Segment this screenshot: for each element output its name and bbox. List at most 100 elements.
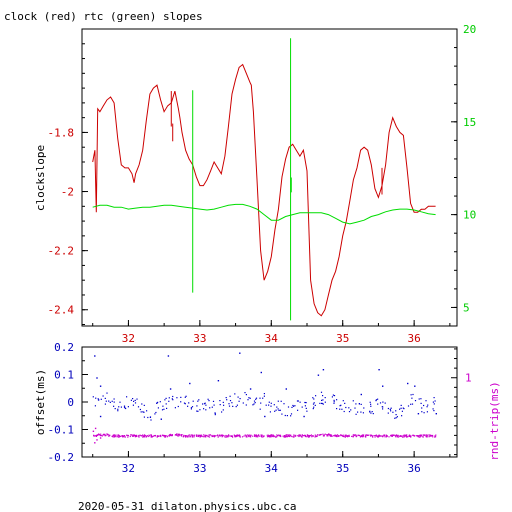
scatter-point bbox=[197, 400, 199, 402]
scatter-point bbox=[322, 403, 324, 405]
scatter-point bbox=[113, 436, 115, 438]
top-left-y-axis: -1.8 -2 -2.2 -2.4 bbox=[48, 28, 88, 326]
scatter-point bbox=[253, 400, 256, 402]
scatter-point bbox=[174, 407, 176, 409]
scatter-point bbox=[423, 412, 425, 414]
scatter-point bbox=[360, 435, 362, 437]
scatter-point bbox=[149, 416, 152, 418]
figure-title: clock (red) rtc (green) slopes bbox=[4, 10, 203, 23]
top-y-axis-label: clockslope bbox=[34, 145, 47, 211]
scatter-point bbox=[231, 435, 233, 437]
scatter-point bbox=[395, 436, 397, 438]
scatter-point bbox=[319, 434, 321, 436]
scatter-point bbox=[203, 408, 205, 410]
scatter-point bbox=[269, 435, 271, 438]
scatter-point bbox=[354, 435, 356, 437]
scatter-point bbox=[163, 408, 165, 410]
scatter-point bbox=[377, 398, 379, 400]
scatter-point bbox=[303, 435, 305, 437]
scatter-point bbox=[237, 396, 239, 398]
scatter-point bbox=[146, 435, 148, 437]
scatter-point bbox=[384, 436, 386, 438]
bottom-left-y-axis: 0.2 0.1 0 -0.1 -0.2 bbox=[48, 341, 88, 464]
scatter-point bbox=[334, 434, 336, 436]
scatter-point bbox=[136, 398, 138, 400]
scatter-outlier bbox=[99, 385, 102, 387]
scatter-point bbox=[262, 397, 264, 399]
scatter-point bbox=[142, 436, 144, 438]
scatter-point bbox=[249, 397, 251, 399]
scatter-point bbox=[270, 434, 272, 436]
scatter-point bbox=[230, 435, 232, 437]
scatter-point bbox=[236, 435, 238, 437]
scatter-point bbox=[281, 413, 283, 415]
scatter-point bbox=[149, 435, 151, 437]
scatter-point bbox=[146, 410, 148, 412]
scatter-point bbox=[217, 436, 219, 438]
scatter-point bbox=[336, 434, 338, 436]
scatter-point bbox=[232, 436, 234, 438]
scatter-point bbox=[120, 406, 122, 408]
scatter-point bbox=[383, 434, 385, 436]
scatter-point bbox=[393, 434, 395, 436]
scatter-point bbox=[115, 436, 117, 438]
scatter-point bbox=[368, 434, 370, 436]
y-tick-label: -2.2 bbox=[48, 245, 75, 258]
scatter-point bbox=[357, 411, 359, 413]
scatter-point bbox=[410, 436, 412, 438]
scatter-point bbox=[245, 394, 247, 396]
scatter-point bbox=[138, 436, 140, 438]
scatter-point bbox=[259, 408, 261, 410]
scatter-point bbox=[360, 403, 362, 405]
scatter-point bbox=[401, 435, 403, 437]
scatter-point bbox=[284, 436, 286, 438]
scatter-point bbox=[390, 410, 392, 412]
scatter-point bbox=[308, 435, 310, 437]
scatter-outlier bbox=[94, 427, 97, 430]
scatter-point bbox=[398, 436, 400, 438]
scatter-point bbox=[204, 402, 206, 404]
scatter-point bbox=[304, 401, 306, 404]
scatter-point bbox=[333, 402, 335, 404]
scatter-point bbox=[289, 435, 291, 438]
scatter-outlier bbox=[249, 388, 252, 390]
scatter-point bbox=[387, 412, 389, 414]
scatter-point bbox=[285, 435, 287, 437]
scatter-point bbox=[308, 436, 310, 438]
scatter-point bbox=[351, 435, 353, 437]
scatter-point bbox=[164, 399, 166, 401]
scatter-point bbox=[391, 434, 393, 436]
scatter-point bbox=[260, 434, 262, 436]
scatter-point bbox=[296, 400, 299, 402]
scatter-point bbox=[202, 436, 204, 438]
scatter-outlier bbox=[94, 442, 96, 444]
scatter-point bbox=[164, 436, 166, 438]
scatter-outlier bbox=[217, 380, 220, 382]
scatter-point bbox=[326, 435, 328, 437]
scatter-point bbox=[337, 434, 339, 437]
scatter-outlier bbox=[322, 369, 325, 371]
scatter-outlier bbox=[407, 382, 409, 385]
scatter-point bbox=[133, 434, 136, 436]
scatter-point bbox=[379, 435, 381, 437]
scatter-point bbox=[183, 434, 185, 436]
scatter-point bbox=[261, 434, 263, 436]
scatter-point bbox=[395, 414, 397, 416]
scatter-point bbox=[329, 434, 331, 436]
scatter-point bbox=[219, 435, 221, 437]
scatter-point bbox=[304, 405, 306, 407]
scatter-point bbox=[193, 435, 195, 437]
scatter-point bbox=[92, 396, 94, 398]
scatter-point bbox=[291, 435, 293, 438]
scatter-point bbox=[365, 435, 367, 437]
scatter-point bbox=[311, 435, 313, 437]
scatter-outlier bbox=[96, 439, 98, 441]
scatter-point bbox=[135, 434, 137, 437]
scatter-point bbox=[239, 398, 241, 400]
x-tick-label: 36 bbox=[408, 462, 421, 475]
scatter-point bbox=[403, 435, 405, 437]
scatter-point bbox=[335, 435, 337, 437]
scatter-point bbox=[255, 435, 258, 437]
scatter-point bbox=[292, 436, 294, 438]
